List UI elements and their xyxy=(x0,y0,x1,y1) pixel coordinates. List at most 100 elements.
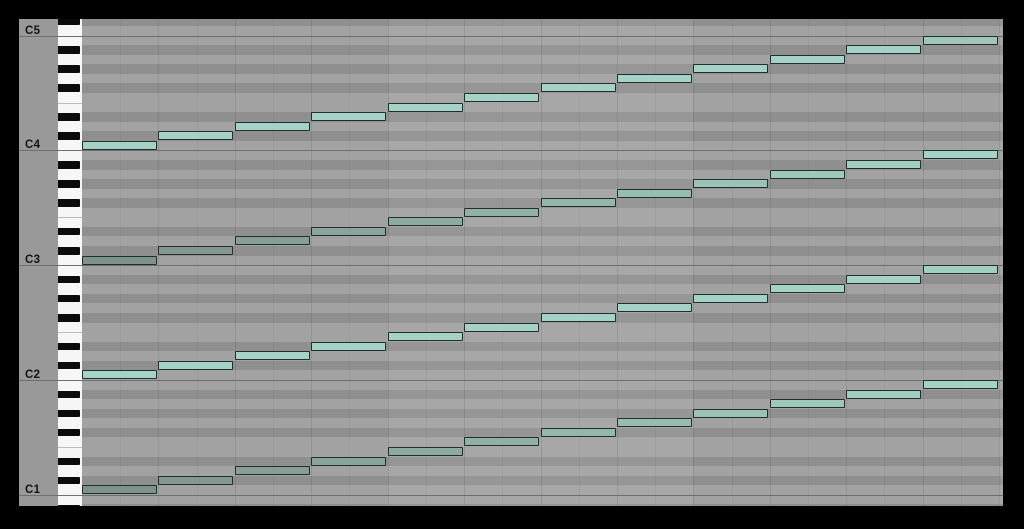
midi-note[interactable] xyxy=(693,293,769,303)
midi-note[interactable] xyxy=(387,102,463,112)
subdivision-line xyxy=(655,19,657,506)
piano-key-black[interactable] xyxy=(58,199,80,207)
midi-note[interactable] xyxy=(540,83,616,93)
midi-note[interactable] xyxy=(464,437,540,447)
midi-note[interactable] xyxy=(616,418,692,428)
grid-row xyxy=(82,45,1003,55)
subdivision-line xyxy=(807,19,809,506)
midi-note[interactable] xyxy=(616,188,692,198)
midi-note[interactable] xyxy=(234,466,310,476)
midi-note[interactable] xyxy=(464,207,540,217)
midi-note[interactable] xyxy=(234,351,310,361)
midi-note[interactable] xyxy=(616,303,692,313)
grid-row xyxy=(82,207,1003,218)
octave-line xyxy=(82,379,1003,381)
beat-line xyxy=(540,19,542,506)
piano-key-black[interactable] xyxy=(58,113,80,121)
midi-note[interactable] xyxy=(311,456,387,466)
piano-key-black[interactable] xyxy=(58,457,80,466)
piano-key-black[interactable] xyxy=(58,132,80,140)
grid-row xyxy=(82,255,1003,266)
piano-key-black[interactable] xyxy=(58,409,80,418)
midi-note[interactable] xyxy=(769,169,845,179)
octave-line xyxy=(58,379,82,381)
piano-key-black[interactable] xyxy=(58,84,80,92)
piano-key-black[interactable] xyxy=(58,428,80,437)
piano-keyboard[interactable] xyxy=(58,19,82,506)
midi-note[interactable] xyxy=(540,198,616,208)
midi-note[interactable] xyxy=(311,341,387,351)
midi-note[interactable] xyxy=(846,159,922,169)
octave-line xyxy=(19,379,58,381)
piano-key-black[interactable] xyxy=(58,227,80,236)
midi-note[interactable] xyxy=(616,73,692,83)
midi-note[interactable] xyxy=(387,446,463,456)
piano-key-black[interactable] xyxy=(58,180,80,188)
midi-note[interactable] xyxy=(922,35,998,45)
beat-line xyxy=(616,19,618,506)
midi-note[interactable] xyxy=(82,370,158,380)
midi-note[interactable] xyxy=(769,54,845,64)
midi-note[interactable] xyxy=(922,265,998,275)
octave-label: C1 xyxy=(25,483,41,496)
midi-note[interactable] xyxy=(769,284,845,294)
grid-row xyxy=(82,360,1003,371)
midi-note[interactable] xyxy=(234,121,310,131)
piano-key-black[interactable] xyxy=(58,390,80,399)
midi-note[interactable] xyxy=(464,322,540,332)
note-grid[interactable] xyxy=(82,19,1003,506)
midi-note[interactable] xyxy=(693,64,769,74)
midi-note[interactable] xyxy=(387,217,463,227)
piano-key-black[interactable] xyxy=(58,46,80,54)
grid-row xyxy=(82,389,1003,400)
piano-key-black[interactable] xyxy=(58,275,80,284)
piano-key-black[interactable] xyxy=(58,314,80,322)
midi-note[interactable] xyxy=(234,236,310,246)
midi-note[interactable] xyxy=(922,150,998,160)
octave-line xyxy=(19,494,58,496)
subdivision-line xyxy=(425,19,427,506)
midi-note[interactable] xyxy=(540,427,616,437)
midi-note[interactable] xyxy=(311,112,387,122)
white-key-separator xyxy=(58,446,82,448)
midi-note[interactable] xyxy=(846,389,922,399)
piano-key-black[interactable] xyxy=(58,160,80,169)
midi-note[interactable] xyxy=(158,131,234,141)
midi-note[interactable] xyxy=(82,485,158,495)
grid-row xyxy=(82,35,1003,46)
midi-note[interactable] xyxy=(311,226,387,236)
midi-note[interactable] xyxy=(693,408,769,418)
grid-row xyxy=(82,64,1003,74)
grid-row xyxy=(82,494,1003,505)
piano-key-black[interactable] xyxy=(58,361,80,370)
piano-key-black[interactable] xyxy=(58,294,80,303)
beat-line xyxy=(387,19,389,506)
subdivision-line xyxy=(273,19,275,506)
midi-note[interactable] xyxy=(158,246,234,256)
grid-row xyxy=(82,226,1003,237)
midi-note[interactable] xyxy=(846,45,922,55)
midi-note[interactable] xyxy=(158,475,234,485)
grid-row xyxy=(82,217,1003,227)
grid-row xyxy=(82,351,1003,361)
piano-key-black[interactable] xyxy=(58,505,80,506)
midi-note[interactable] xyxy=(158,360,234,370)
piano-key-black[interactable] xyxy=(58,247,80,255)
octave-label: C4 xyxy=(25,139,41,152)
midi-note[interactable] xyxy=(387,332,463,342)
midi-note[interactable] xyxy=(540,313,616,322)
piano-key-black[interactable] xyxy=(58,19,80,25)
grid-row xyxy=(82,437,1003,447)
piano-key-black[interactable] xyxy=(58,65,80,73)
midi-note[interactable] xyxy=(846,274,922,284)
octave-line xyxy=(58,150,82,152)
midi-note[interactable] xyxy=(693,179,769,189)
piano-key-black[interactable] xyxy=(58,342,80,351)
midi-note[interactable] xyxy=(82,140,158,150)
midi-note[interactable] xyxy=(922,379,998,389)
midi-note[interactable] xyxy=(464,92,540,102)
piano-key-black[interactable] xyxy=(58,476,80,485)
grid-row xyxy=(82,399,1003,409)
midi-note[interactable] xyxy=(769,399,845,409)
midi-note[interactable] xyxy=(82,255,158,265)
